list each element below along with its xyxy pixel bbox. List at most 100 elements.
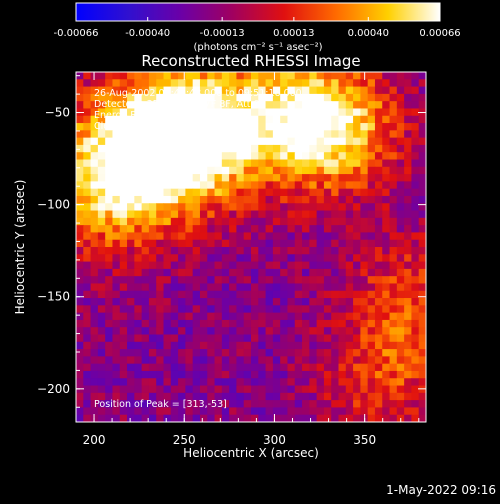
heatmap-cell [236,166,245,175]
heatmap-cell [389,217,398,226]
heatmap-cell [199,79,208,88]
heatmap-cell [382,392,391,401]
heatmap-cell [382,385,391,394]
heatmap-cell [338,400,347,409]
heatmap-cell [148,349,157,357]
heatmap-cell [374,115,383,124]
heatmap-cell [192,254,201,263]
heatmap-cell [418,115,426,124]
heatmap-cell [119,356,128,365]
heatmap-cell [214,319,223,328]
heatmap-cell [90,115,99,124]
heatmap-cell [185,290,194,299]
heatmap-cell [141,276,150,285]
heatmap-cell [148,363,157,372]
heatmap-cell [374,159,383,168]
heatmap-cell [353,327,361,336]
heatmap-cell [360,203,369,212]
heatmap-cell [258,203,267,212]
heatmap-cell [316,225,325,234]
heatmap-cell [272,144,281,153]
heatmap-cell [411,276,420,285]
heatmap-cell [141,144,150,153]
heatmap-cell [418,341,426,350]
heatmap-cell [265,108,274,117]
heatmap-cell [360,115,369,124]
heatmap-cell [302,159,310,168]
heatmap-cell [323,93,332,102]
heatmap-cell [374,349,383,357]
heatmap-cell [236,188,245,197]
heatmap-cell [90,86,99,95]
heatmap-cell [309,349,318,357]
heatmap-cell [331,79,340,88]
heatmap-cell [404,400,413,409]
heatmap-cell [207,210,216,219]
heatmap-cell [331,298,340,306]
heatmap-cell [418,349,426,357]
heatmap-cell [97,152,106,161]
heatmap-cell [251,327,259,336]
heatmap-cell [404,203,413,212]
heatmap-cell [367,203,376,212]
heatmap-cell [382,268,391,277]
heatmap-cell [251,101,259,110]
heatmap-cell [331,174,340,182]
heatmap-cell [83,283,92,292]
heatmap-cell [214,72,223,80]
heatmap-cell [178,93,186,102]
heatmap-cell [141,188,150,197]
heatmap-cell [236,152,245,161]
heatmap-cell [192,341,201,350]
heatmap-cell [389,385,398,394]
y-axis-label: Heliocentric Y (arcsec) [13,180,27,315]
heatmap-cell [280,298,289,306]
heatmap-cell [163,247,172,255]
heatmap-cell [411,363,420,372]
heatmap-cell [396,174,405,182]
heatmap-cell [192,319,201,328]
heatmap-cell [134,341,143,350]
heatmap-cell [156,290,165,299]
heatmap-cell [382,370,391,379]
heatmap-cell [396,254,405,263]
heatmap-cell [258,385,267,394]
heatmap-cell [302,181,310,190]
heatmap-cell [331,239,340,248]
heatmap-cell [418,254,426,263]
heatmap-cell [411,312,420,321]
heatmap-cell [185,268,194,277]
heatmap-cell [156,356,165,365]
heatmap-cell [382,210,391,219]
heatmap-cell [294,137,303,146]
heatmap-cell [280,181,289,190]
heatmap-cell [345,225,354,234]
heatmap-cell [265,130,274,139]
heatmap-cell [90,225,99,234]
heatmap-cell [374,123,383,131]
annotation-peak-position: Position of Peak = [313,-53] [94,399,227,410]
heatmap-cell [360,247,369,255]
heatmap-cell [323,254,332,263]
heatmap-cell [76,181,84,190]
heatmap-cell [76,210,84,219]
heatmap-cell [287,195,296,204]
heatmap-cell [76,283,84,292]
heatmap-cell [404,378,413,387]
heatmap-cell [280,276,289,285]
heatmap-cell [374,101,383,110]
heatmap-cell [367,290,376,299]
heatmap-cell [265,115,274,124]
heatmap-cell [294,349,303,357]
heatmap-cell [367,370,376,379]
heatmap-cell [411,166,420,175]
heatmap-cell [294,130,303,139]
heatmap-cell [90,254,99,263]
heatmap-cell [119,305,128,314]
heatmap-cell [389,203,398,212]
heatmap-cell [199,268,208,277]
heatmap-cell [411,239,420,248]
heatmap-cell [97,174,106,182]
heatmap-cell [272,130,281,139]
heatmap-cell [221,349,230,357]
